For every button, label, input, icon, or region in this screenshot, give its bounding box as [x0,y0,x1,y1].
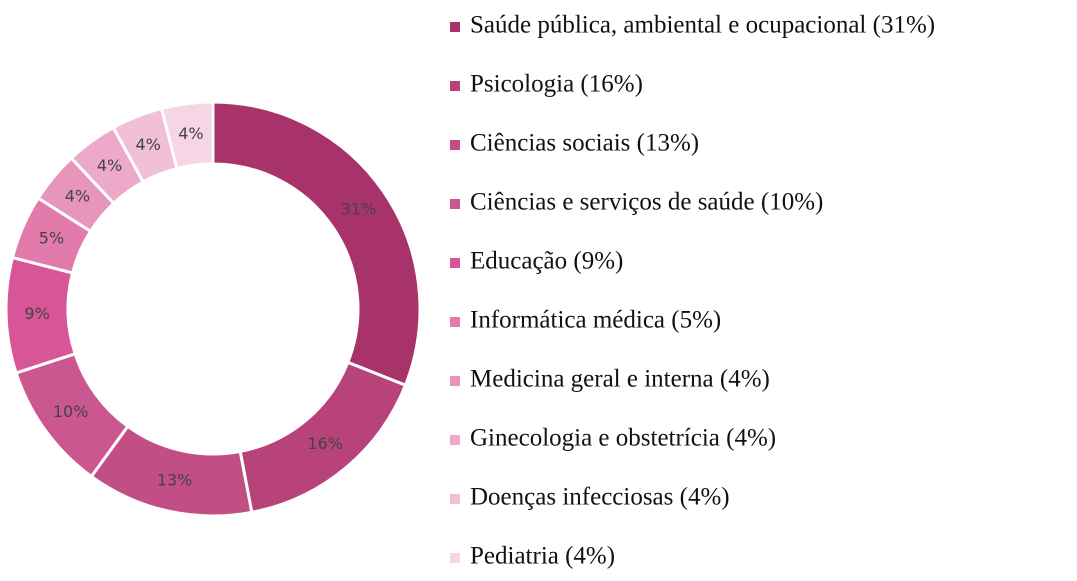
legend-swatch [450,553,460,563]
legend-swatch [450,317,460,327]
legend-swatch [450,81,460,91]
legend-label: Saúde pública, ambiental e ocupacional (… [470,12,935,39]
legend-swatch [450,199,460,209]
legend-label: Medicina geral e interna (4%) [470,366,770,393]
data-label: 9% [24,304,49,323]
data-label: 10% [53,402,89,421]
legend-swatch [450,22,460,32]
legend-swatch [450,376,460,386]
data-label: 16% [307,434,343,453]
data-label: 4% [178,124,203,143]
legend-label: Informática médica (5%) [470,307,721,334]
legend-label: Pediatria (4%) [470,543,615,570]
legend-swatch [450,494,460,504]
legend-label: Ciências sociais (13%) [470,130,699,157]
legend-label: Psicologia (16%) [470,71,643,98]
data-label: 4% [97,156,122,175]
legend-label: Ciências e serviços de saúde (10%) [470,189,823,216]
legend-swatch [450,140,460,150]
legend-label: Educação (9%) [470,248,623,275]
donut-segment [159,100,215,171]
data-label: 4% [65,186,90,205]
legend-swatch [450,435,460,445]
data-label: 4% [136,135,161,154]
legend-swatch [450,258,460,268]
data-label: 31% [341,200,377,219]
data-label: 5% [39,229,64,248]
data-label: 13% [157,470,193,489]
legend-label: Doenças infecciosas (4%) [470,484,730,511]
donut-segment [211,100,422,388]
legend-label: Ginecologia e obstetrícia (4%) [470,425,776,452]
